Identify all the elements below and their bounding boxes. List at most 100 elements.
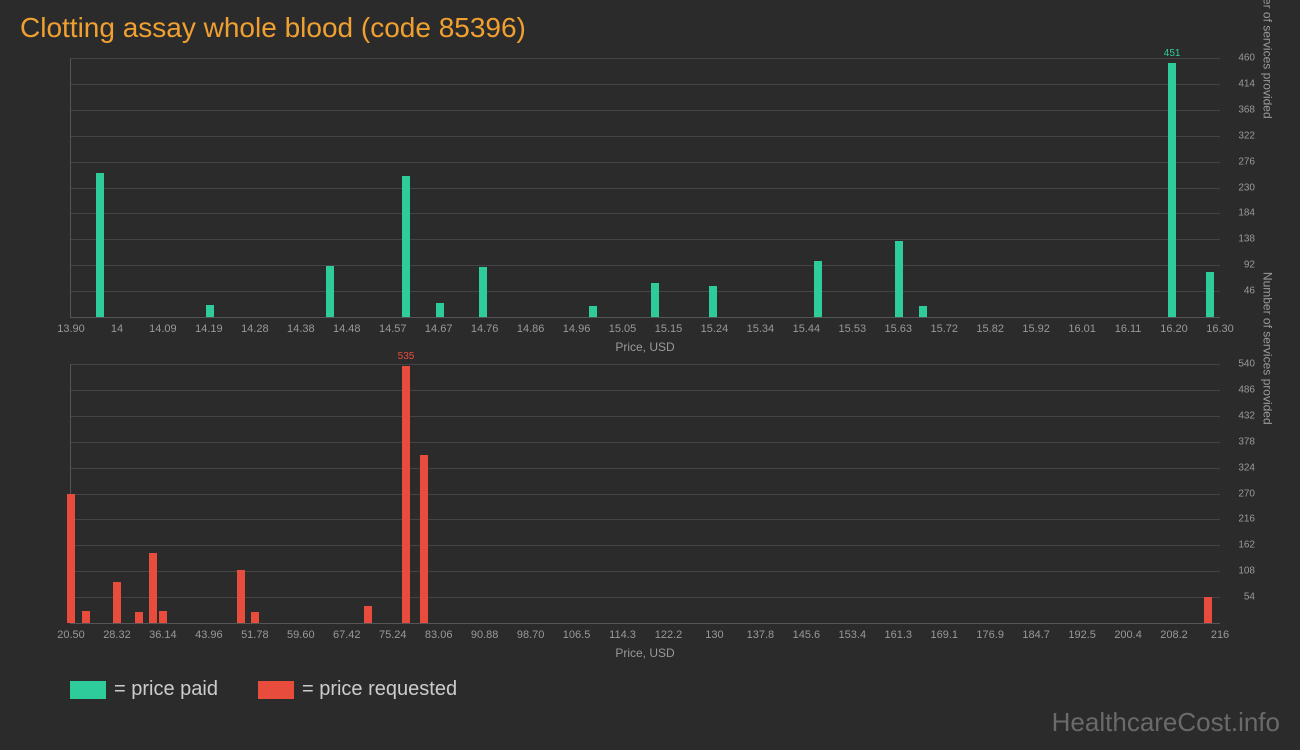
xtick-label: 14.09 bbox=[149, 323, 177, 335]
legend-requested: = price requested bbox=[258, 678, 457, 701]
xtick-label: 15.15 bbox=[655, 323, 683, 335]
data-bar bbox=[67, 494, 75, 624]
ytick-label: 460 bbox=[1238, 53, 1255, 64]
data-bar bbox=[589, 306, 597, 317]
gridline bbox=[71, 291, 1220, 292]
ytick-label: 432 bbox=[1238, 410, 1255, 421]
data-bar bbox=[479, 267, 487, 317]
legend-requested-label: = price requested bbox=[302, 678, 457, 701]
gridline bbox=[71, 136, 1220, 137]
xtick-label: 130 bbox=[705, 629, 723, 641]
ytick-label: 324 bbox=[1238, 462, 1255, 473]
chart1-ylabel: Number of services provided bbox=[1261, 0, 1275, 118]
xtick-label: 14.76 bbox=[471, 323, 499, 335]
gridline bbox=[71, 416, 1220, 417]
legend-swatch-paid bbox=[70, 681, 106, 699]
ytick-label: 216 bbox=[1238, 514, 1255, 525]
xtick-label: 153.4 bbox=[839, 629, 867, 641]
xtick-label: 145.6 bbox=[793, 629, 821, 641]
data-bar bbox=[135, 612, 143, 623]
xtick-label: 192.5 bbox=[1068, 629, 1096, 641]
legend-paid-label: = price paid bbox=[114, 678, 218, 701]
data-bar bbox=[651, 283, 659, 317]
legend-swatch-requested bbox=[258, 681, 294, 699]
xtick-label: 67.42 bbox=[333, 629, 361, 641]
ytick-label: 368 bbox=[1238, 104, 1255, 115]
data-bar bbox=[1168, 63, 1176, 317]
chart2-ylabel: Number of services provided bbox=[1261, 271, 1275, 424]
xtick-label: 122.2 bbox=[655, 629, 683, 641]
xtick-label: 14.48 bbox=[333, 323, 361, 335]
xtick-label: 208.2 bbox=[1160, 629, 1188, 641]
xtick-label: 14.86 bbox=[517, 323, 545, 335]
ytick-label: 138 bbox=[1238, 234, 1255, 245]
xtick-label: 216 bbox=[1211, 629, 1229, 641]
gridline bbox=[71, 110, 1220, 111]
bar-value-label: 451 bbox=[1164, 48, 1181, 59]
xtick-label: 36.14 bbox=[149, 629, 177, 641]
ytick-label: 92 bbox=[1244, 260, 1255, 271]
xtick-label: 98.70 bbox=[517, 629, 545, 641]
xtick-label: 20.50 bbox=[57, 629, 85, 641]
xtick-label: 43.96 bbox=[195, 629, 223, 641]
gridline bbox=[71, 442, 1220, 443]
gridline bbox=[71, 213, 1220, 214]
data-bar bbox=[709, 286, 717, 317]
ytick-label: 540 bbox=[1238, 359, 1255, 370]
xtick-label: 15.53 bbox=[839, 323, 867, 335]
data-bar bbox=[149, 553, 157, 623]
data-bar bbox=[1206, 272, 1214, 317]
xtick-label: 51.78 bbox=[241, 629, 269, 641]
xtick-label: 75.24 bbox=[379, 629, 407, 641]
chart-paid: Number of services provided 469213818423… bbox=[70, 58, 1220, 318]
xtick-label: 15.72 bbox=[930, 323, 958, 335]
gridline bbox=[71, 162, 1220, 163]
data-bar bbox=[814, 261, 822, 317]
chart-paid-wrap: Number of services provided 469213818423… bbox=[20, 58, 1280, 354]
data-bar bbox=[919, 306, 927, 317]
gridline bbox=[71, 519, 1220, 520]
xtick-label: 16.01 bbox=[1068, 323, 1096, 335]
xtick-label: 15.24 bbox=[701, 323, 729, 335]
xtick-label: 14.96 bbox=[563, 323, 591, 335]
ytick-label: 162 bbox=[1238, 540, 1255, 551]
data-bar bbox=[326, 266, 334, 317]
data-bar bbox=[436, 303, 444, 317]
xtick-label: 169.1 bbox=[930, 629, 958, 641]
xtick-label: 14.38 bbox=[287, 323, 315, 335]
xtick-label: 16.11 bbox=[1115, 323, 1142, 335]
xtick-label: 14.28 bbox=[241, 323, 269, 335]
ytick-label: 230 bbox=[1238, 182, 1255, 193]
ytick-label: 486 bbox=[1238, 384, 1255, 395]
xtick-label: 59.60 bbox=[287, 629, 315, 641]
data-bar bbox=[251, 612, 259, 623]
data-bar bbox=[420, 455, 428, 623]
xtick-label: 15.63 bbox=[885, 323, 913, 335]
xtick-label: 14 bbox=[111, 323, 123, 335]
data-bar bbox=[206, 305, 214, 317]
gridline bbox=[71, 239, 1220, 240]
data-bar bbox=[159, 611, 167, 623]
data-bar bbox=[113, 582, 121, 623]
data-bar bbox=[364, 606, 372, 623]
xtick-label: 28.32 bbox=[103, 629, 131, 641]
gridline bbox=[71, 84, 1220, 85]
data-bar bbox=[82, 611, 90, 623]
data-bar bbox=[1204, 597, 1212, 623]
xtick-label: 83.06 bbox=[425, 629, 453, 641]
ytick-label: 54 bbox=[1244, 592, 1255, 603]
xtick-label: 137.8 bbox=[747, 629, 775, 641]
xtick-label: 106.5 bbox=[563, 629, 591, 641]
page-title: Clotting assay whole blood (code 85396) bbox=[20, 12, 1280, 44]
ytick-label: 270 bbox=[1238, 488, 1255, 499]
xtick-label: 13.90 bbox=[57, 323, 85, 335]
xtick-label: 15.44 bbox=[793, 323, 821, 335]
xtick-label: 14.19 bbox=[195, 323, 223, 335]
chart1-xlabel: Price, USD bbox=[70, 340, 1220, 354]
gridline bbox=[71, 188, 1220, 189]
data-bar bbox=[237, 570, 245, 623]
xtick-label: 114.3 bbox=[609, 629, 636, 641]
data-bar bbox=[895, 241, 903, 317]
footer-watermark: HealthcareCost.info bbox=[1052, 707, 1280, 738]
xtick-label: 200.4 bbox=[1114, 629, 1142, 641]
